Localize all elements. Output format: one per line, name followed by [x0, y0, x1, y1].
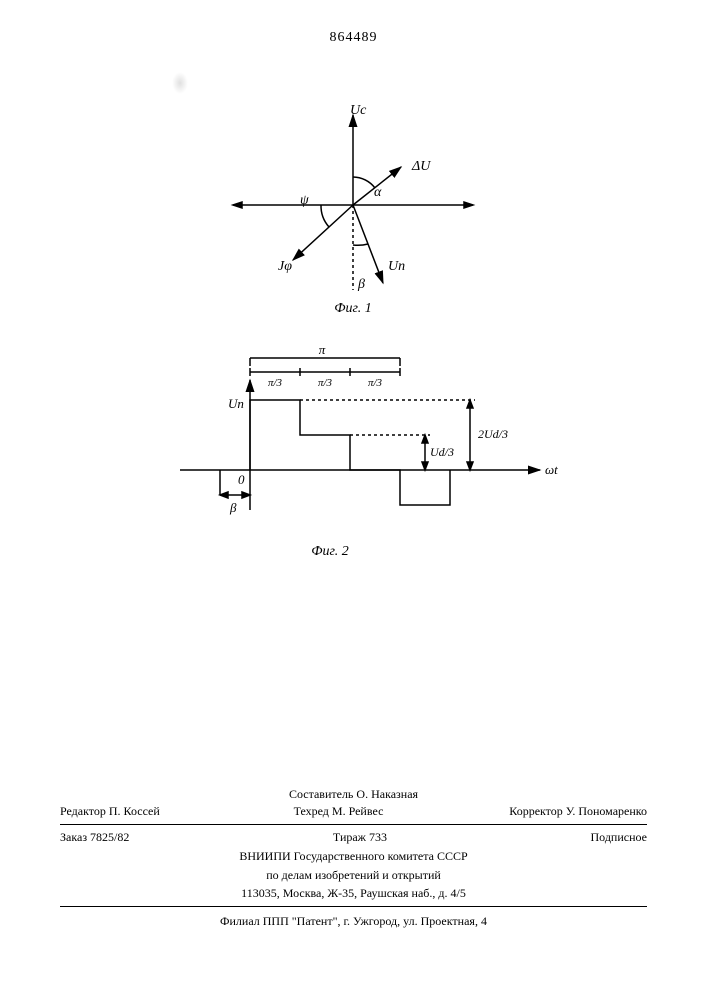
fig1-caption: Фиг. 1	[334, 301, 372, 316]
corrector-label: Корректор	[509, 804, 563, 818]
fig2-beta: β	[229, 500, 237, 515]
tech-label: Техред	[294, 804, 329, 818]
fig1-label-alpha: α	[374, 185, 382, 200]
branch: Филиал ППП "Патент", г. Ужгород, ул. Про…	[60, 913, 647, 930]
compiler-name: О. Наказная	[356, 787, 418, 801]
page-number: 864489	[330, 30, 378, 46]
corrector-name: У. Пономаренко	[566, 804, 647, 818]
org-line-2: по делам изобретений и открытий	[60, 867, 647, 884]
fig1-label-beta: β	[357, 277, 365, 292]
fig1-label-du: ΔU	[411, 159, 431, 174]
fig1-label-psi: ψ	[300, 193, 309, 208]
fig1-label-un: Uп	[388, 259, 405, 274]
address: 113035, Москва, Ж-35, Раушская наб., д. …	[60, 885, 647, 902]
rule-2	[60, 906, 647, 907]
fig2-pi: π	[319, 342, 326, 357]
editor-name: П. Коссей	[109, 804, 160, 818]
fig1-label-uc: Uc	[350, 103, 367, 118]
fig2-un: Uп	[228, 396, 244, 411]
editor-label: Редактор	[60, 804, 106, 818]
footer-block: Составитель О. Наказная Редактор П. Косс…	[60, 784, 647, 930]
fig2-pi3-2: π/3	[318, 377, 333, 389]
fig2-2ud3: 2Ud/3	[478, 427, 508, 441]
figure-2: π π/3 π/3 π/3 Uп 0 β Ud/3 2Ud/3 ωt Фиг. …	[0, 330, 707, 570]
rule-1	[60, 824, 647, 825]
figure-1: Uc ΔU α Uп β ψ Jφ Фиг. 1	[0, 90, 707, 320]
fig2-pi3-1: π/3	[268, 377, 283, 389]
fig2-zero: 0	[238, 472, 245, 487]
org-line-1: ВНИИПИ Государственного комитета СССР	[60, 848, 647, 865]
compiler-label: Составитель	[289, 787, 353, 801]
fig2-wt: ωt	[545, 462, 558, 477]
podpisnoe: Подписное	[591, 829, 648, 846]
fig2-ud3: Ud/3	[430, 445, 454, 459]
tech-name: М. Рейвес	[332, 804, 383, 818]
fig2-pi3-3: π/3	[368, 377, 383, 389]
tirazh: Тираж 733	[333, 829, 387, 846]
fig2-caption: Фиг. 2	[311, 544, 349, 559]
fig1-label-jphi: Jφ	[278, 259, 292, 274]
order: Заказ 7825/82	[60, 829, 129, 846]
